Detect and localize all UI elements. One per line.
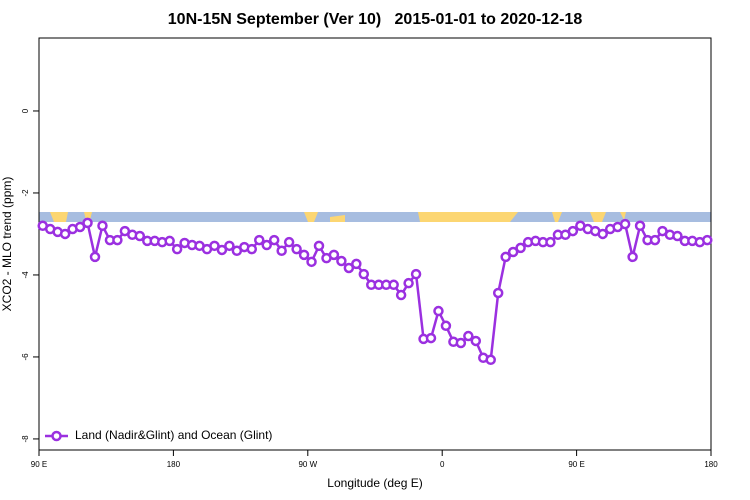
point	[403, 277, 414, 289]
point	[649, 234, 661, 246]
y-tick-label: -6	[21, 353, 30, 361]
x-tick-label: 180	[167, 460, 181, 469]
x-tick-label: 180	[704, 460, 718, 469]
point	[492, 287, 504, 299]
point	[567, 225, 579, 237]
y-tick-label: -2	[21, 189, 30, 197]
point	[395, 289, 407, 301]
point	[298, 249, 310, 261]
point	[343, 262, 355, 274]
point	[97, 220, 108, 232]
point	[306, 256, 317, 268]
point	[171, 243, 183, 255]
point	[672, 230, 683, 242]
point	[515, 242, 526, 254]
x-tick-label: 0	[440, 460, 445, 469]
x-axis-label: Longitude (deg E)	[327, 476, 422, 490]
legend-label: Land (Nadir&Glint) and Ocean (Glint)	[75, 428, 272, 442]
point	[440, 320, 452, 332]
point	[313, 240, 325, 252]
point	[627, 251, 638, 263]
point	[89, 251, 101, 263]
point	[507, 246, 519, 258]
point	[328, 249, 340, 261]
point	[254, 234, 265, 246]
point	[500, 251, 511, 263]
point	[425, 332, 437, 344]
point	[463, 330, 474, 342]
x-tick-label: 90 W	[298, 460, 317, 469]
point	[336, 255, 347, 267]
point	[112, 234, 123, 246]
legend-marker	[51, 430, 62, 442]
point	[268, 234, 280, 246]
land-ocean-strip	[39, 212, 711, 222]
y-tick-label: -4	[21, 271, 30, 279]
point	[283, 236, 295, 248]
point	[619, 218, 631, 230]
point	[455, 337, 467, 349]
x-tick-label: 90 E	[31, 460, 47, 469]
point	[164, 235, 175, 247]
point	[216, 244, 228, 256]
point	[291, 243, 302, 255]
point	[261, 239, 272, 251]
y-axis-label: XCO2 - MLO trend (ppm)	[0, 177, 14, 312]
y-tick-label: -8	[21, 435, 30, 443]
point	[351, 258, 362, 270]
point	[470, 335, 482, 347]
point	[545, 236, 556, 248]
point	[410, 268, 422, 280]
point	[209, 240, 220, 252]
point	[74, 221, 86, 233]
y-tick-label: 0	[21, 108, 30, 113]
point	[702, 234, 713, 246]
point	[597, 228, 608, 240]
point	[134, 230, 146, 242]
point	[388, 279, 399, 291]
point	[82, 217, 93, 229]
point	[433, 305, 444, 317]
point	[59, 228, 71, 240]
x-tick-label: 90 E	[568, 460, 584, 469]
plot-frame	[38, 37, 712, 451]
series-line	[42, 220, 708, 362]
chart-title: 10N-15N September (Ver 10) 2015-01-01 to…	[168, 11, 583, 28]
point	[358, 268, 370, 280]
point	[485, 354, 496, 366]
point	[276, 245, 287, 257]
point	[634, 220, 646, 232]
point	[246, 243, 258, 255]
point	[224, 240, 235, 252]
